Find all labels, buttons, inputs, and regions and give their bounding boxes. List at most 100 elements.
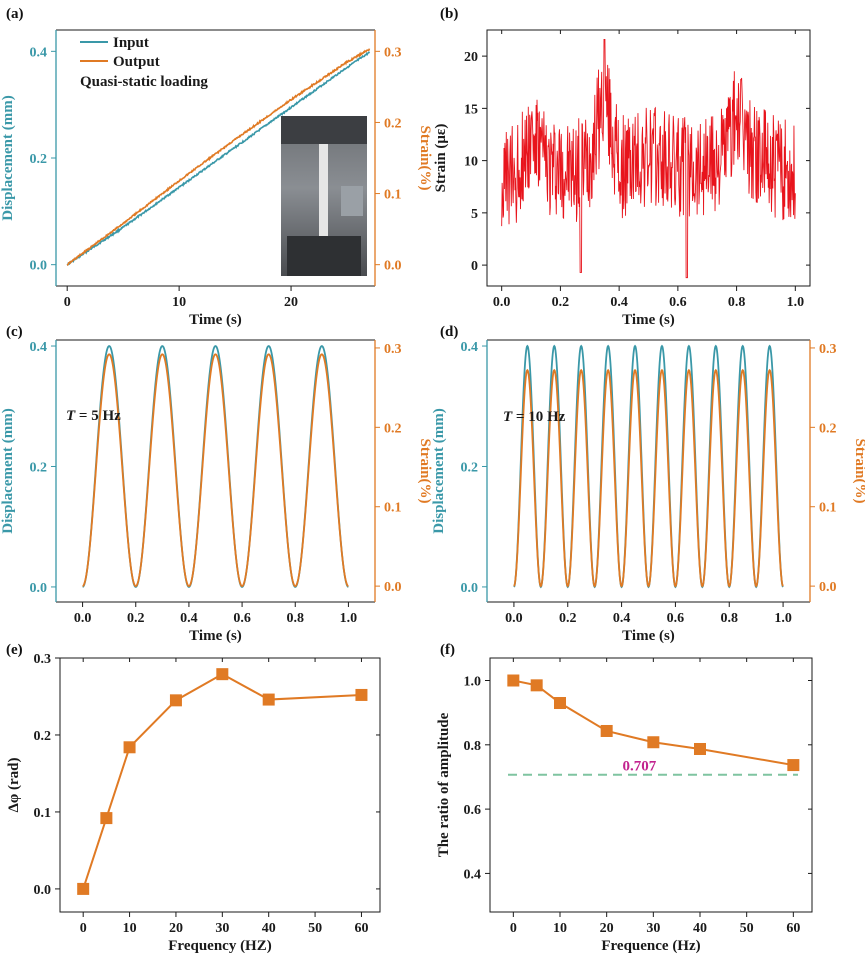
x-axis-label: Frequency (HZ): [168, 938, 271, 954]
data-point: [123, 741, 136, 754]
data-point: [647, 736, 660, 749]
x-tick-label: 30: [646, 921, 660, 936]
x-tick-label: 40: [693, 921, 707, 936]
y-tick-label: 0.2: [461, 460, 479, 475]
panel-b: (b) 0.0 0.2 0.4 0.6 0.8 1.0 0 5 10 15 20 Time (s) Str…: [433, 6, 811, 328]
panel-label: (b): [440, 6, 458, 22]
data-point: [694, 742, 706, 755]
data-point: [169, 694, 182, 707]
lower-grip: [287, 236, 361, 276]
x-tick-label: 0.2: [127, 611, 145, 626]
x-tick-label: 30: [215, 921, 229, 936]
x-tick-label: 0.4: [610, 295, 628, 310]
y-right-tick-label: 0.2: [819, 421, 837, 436]
x-tick-label: 0: [80, 921, 87, 936]
y-tick-label: 0.0: [34, 883, 52, 898]
series-line-strain: [513, 368, 784, 588]
panel-label: (d): [440, 324, 458, 340]
data-point: [100, 812, 113, 825]
panel-e: (e) 0 10 20 30 40 50 60 0.0 0.1 0.2 0.3 Frequency (H…: [6, 642, 381, 954]
y-right-tick-label: 0.2: [384, 116, 402, 131]
data-point: [530, 679, 543, 692]
x-tick-label: 0.0: [505, 611, 523, 626]
y-axis-right-label: Strain(%): [417, 439, 433, 504]
y-right-tick-label: 0.0: [384, 580, 402, 595]
y-right-tick-label: 0.2: [384, 421, 402, 436]
y-tick-label: 0.4: [30, 45, 48, 60]
panel-label: (f): [440, 642, 455, 658]
annotation: Quasi-static loading: [80, 74, 208, 90]
annotation: T = 10 Hz: [503, 409, 566, 425]
y-tick-label: 0.4: [461, 340, 479, 355]
y-tick-label: 1.0: [464, 675, 482, 690]
x-tick-label: 60: [786, 921, 800, 936]
x-tick-label: 20: [284, 295, 298, 310]
panel-label: (a): [6, 6, 24, 22]
y-tick-label: 0.8: [464, 739, 482, 754]
x-axis-label: Frequence (Hz): [601, 938, 700, 954]
series-line-input: [66, 51, 371, 266]
x-axis-label: Time (s): [189, 312, 242, 328]
upper-grip: [281, 116, 367, 144]
x-axis-label: Time (s): [622, 628, 675, 644]
x-tick-label: 0.4: [180, 611, 198, 626]
plot-frame: [489, 657, 813, 913]
y-axis-label: The ratio of amplitude: [436, 712, 452, 857]
fixture: [341, 186, 363, 216]
x-tick-label: 0.0: [74, 611, 92, 626]
plot-area: [501, 38, 796, 279]
series-line-output: [66, 48, 371, 267]
x-tick-label: 0.8: [728, 295, 746, 310]
x-tick-label: 40: [262, 921, 276, 936]
y-right-tick-label: 0.1: [819, 501, 837, 516]
y-tick-label: 0.2: [30, 460, 48, 475]
plot-area: [66, 48, 371, 267]
x-tick-label: 0.4: [613, 611, 631, 626]
x-tick-label: 20: [600, 921, 614, 936]
y-right-tick-label: 0.1: [384, 501, 402, 516]
x-tick-label: 0: [510, 921, 517, 936]
panel-d: (d) 0.0 0.2 0.4 0.6 0.8 1.0 0.0 0.2 0.4 0.0 0.1 0.2 0…: [431, 324, 865, 644]
inset-photo: [281, 116, 367, 276]
series-line-strain: [82, 353, 349, 588]
data-point: [507, 674, 520, 687]
y-tick-label: 0.2: [34, 729, 52, 744]
specimen: [319, 144, 328, 236]
y-right-tick-label: 0.3: [819, 342, 837, 357]
x-tick-label: 0: [64, 295, 71, 310]
x-tick-label: 0.2: [552, 295, 570, 310]
x-tick-label: 0.6: [669, 295, 687, 310]
series-line: [82, 673, 362, 890]
series-line: [513, 679, 794, 767]
x-tick-label: 0.8: [721, 611, 739, 626]
y-tick-label: 10: [464, 155, 478, 170]
plot-frame: [486, 29, 811, 287]
x-tick-label: 10: [553, 921, 567, 936]
y-right-tick-label: 0.3: [384, 342, 402, 357]
plot-area: [82, 673, 362, 890]
x-tick-label: 10: [123, 921, 137, 936]
y-tick-label: 0.4: [30, 340, 48, 355]
y-right-tick-label: 0.1: [384, 188, 402, 203]
x-tick-label: 50: [308, 921, 322, 936]
data-point: [600, 724, 613, 737]
y-axis-label: Displacement (mm): [0, 95, 16, 220]
x-tick-label: 0.8: [287, 611, 305, 626]
y-tick-label: 0.0: [30, 581, 48, 596]
y-axis-right-label: Strain(%): [852, 439, 865, 504]
y-axis-label: Strain (με): [433, 124, 449, 193]
series-line-strain: [501, 38, 796, 279]
y-axis-label: Displacement (mm): [0, 408, 16, 533]
y-tick-label: 15: [464, 102, 478, 117]
panel-label: (c): [6, 324, 23, 340]
y-tick-label: 0: [471, 259, 478, 274]
y-tick-label: 0.0: [30, 259, 48, 274]
data-point: [216, 668, 229, 681]
panel-c: (c) 0.0 0.2 0.4 0.6 0.8 1.0 0.0 0.2 0.4 0.0 0.1 0.2 0…: [0, 324, 433, 644]
y-right-tick-label: 0.3: [384, 45, 402, 60]
x-tick-label: 0.6: [233, 611, 251, 626]
data-point: [554, 697, 566, 710]
series-line-displacement: [513, 344, 784, 589]
plot-frame: [59, 657, 381, 913]
